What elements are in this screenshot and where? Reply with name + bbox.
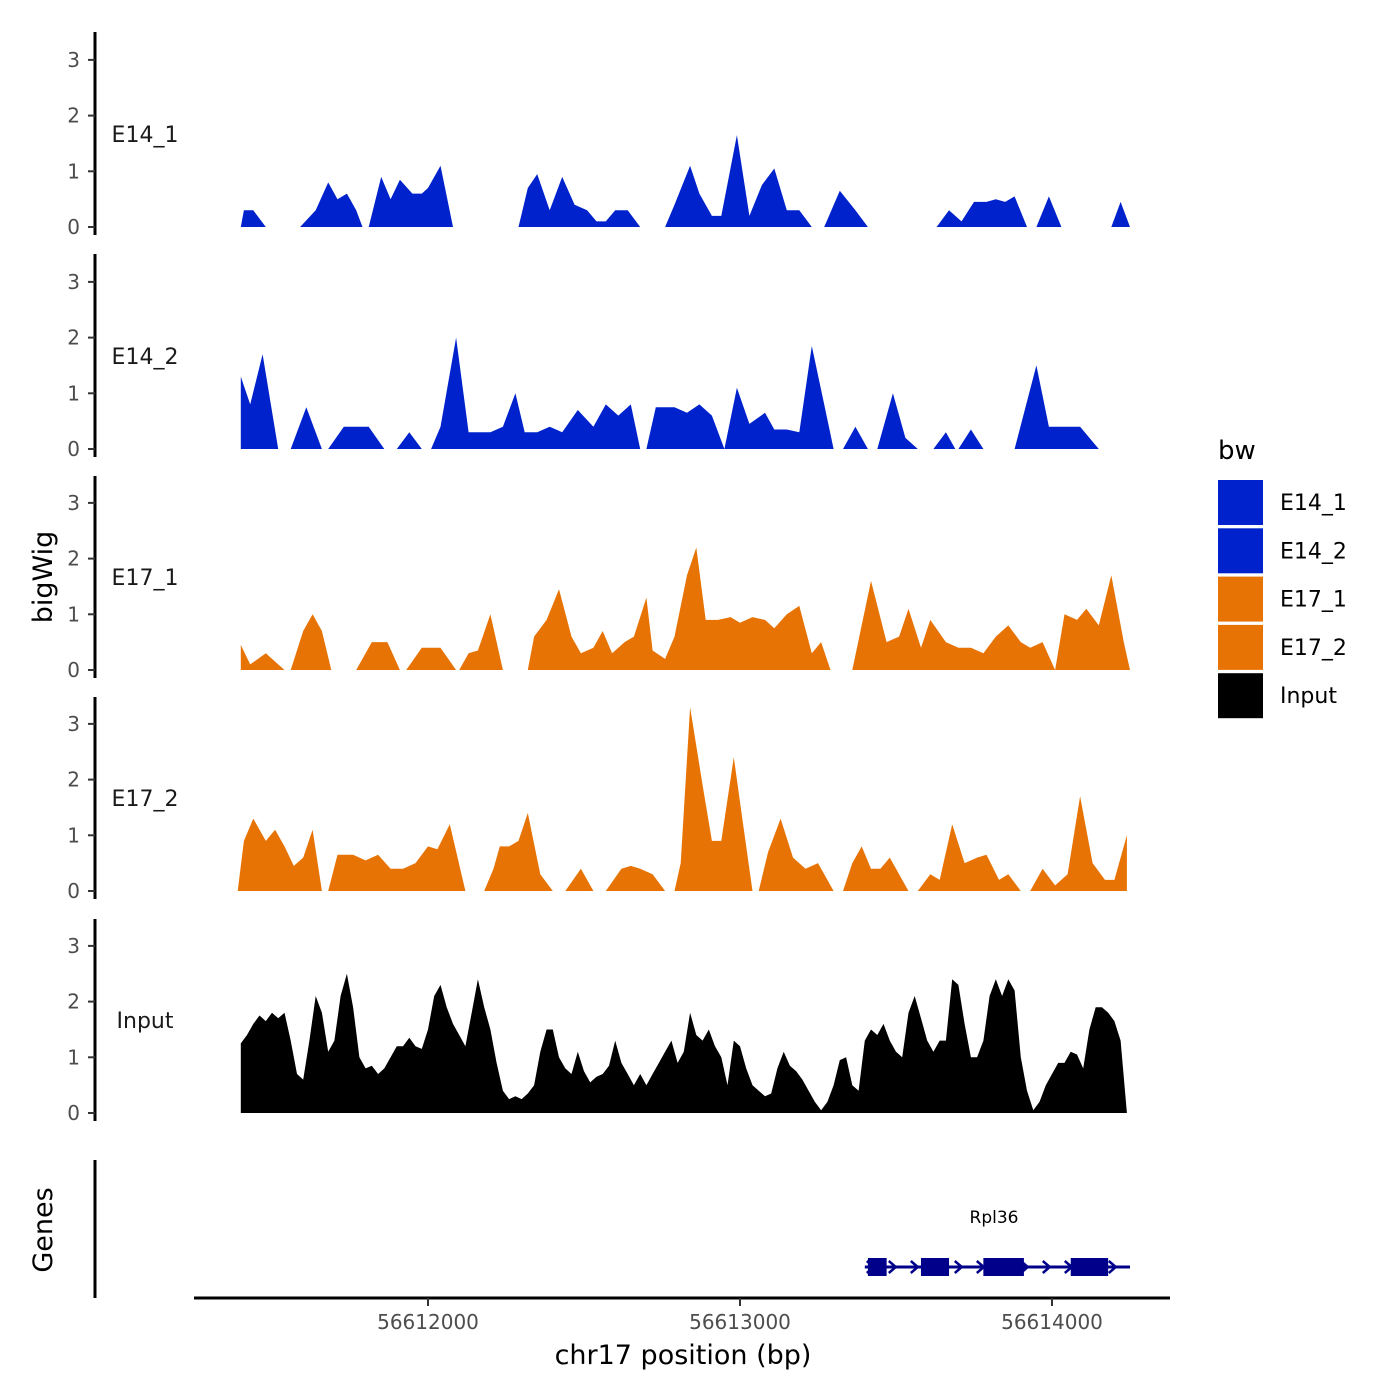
track-label: E14_2 [112,345,179,370]
gene-Rpl36: Rpl36 [864,1208,1130,1276]
signal-area-E14_2 [240,337,1099,449]
y-tick-label: 0 [67,879,80,903]
y-tick-label: 0 [67,437,80,461]
exon [920,1258,950,1276]
legend: bw E14_1 E14_2 E17_1 E17_2 Input [1218,436,1347,719]
track-label: E17_1 [112,566,179,591]
y-tick-label: 2 [67,768,80,792]
y-tick-label: 3 [67,934,80,958]
y-tick-label: 1 [67,1045,80,1069]
signal-area-E14_1 [240,135,1131,227]
strand-arrow [1107,1260,1118,1274]
exon [1070,1258,1109,1276]
y-tick-label: 3 [67,491,80,515]
genes-panel: Rpl36 [93,1160,1130,1298]
x-tick-label: 56614000 [1001,1310,1103,1334]
legend-label: E17_1 [1280,588,1347,613]
track-E14_1: 0 1 2 3 E14_1 [67,32,1131,239]
track-label: Input [117,1009,174,1034]
x-axis: 56612000 56613000 56614000 [194,1296,1170,1334]
x-tick-label: 56612000 [377,1310,479,1334]
gene-label: Rpl36 [970,1208,1019,1228]
exon [983,1258,1024,1276]
y-axis-title: bigWig [28,531,59,624]
y-tick-label: 2 [67,547,80,571]
track-Input: 0 1 2 3 Input [67,919,1127,1125]
y-tick-label: 2 [67,326,80,350]
y-tick-label: 3 [67,270,80,294]
legend-label: E17_2 [1280,636,1347,661]
y-tick-label: 0 [67,215,80,239]
y-tick-label: 3 [67,712,80,736]
legend-label: Input [1280,684,1337,709]
strand-arrow [887,1260,898,1274]
track-label: E14_1 [112,123,179,148]
legend-swatch-E14_1 [1218,480,1263,525]
signal-area-E17_1 [240,547,1131,670]
track-E17_2: 0 1 2 3 E17_2 [67,697,1127,903]
legend-title: bw [1218,436,1256,466]
x-axis-title: chr17 position (bp) [555,1340,812,1371]
legend-swatch-E14_2 [1218,528,1263,574]
strand-arrow [1041,1260,1052,1274]
y-tick-label: 2 [67,104,80,128]
track-E17_1: 0 1 2 3 E17_1 [67,476,1131,682]
y-tick-label: 1 [67,159,80,183]
y-tick-label: 0 [67,1101,80,1125]
strand-arrow [953,1260,964,1274]
legend-swatch-E17_1 [1218,576,1263,622]
legend-swatch-Input [1218,673,1263,719]
track-label: E17_2 [112,787,179,812]
signal-area-E17_2 [237,707,1127,891]
y-tick-label: 2 [67,990,80,1014]
x-tick-label: 56613000 [689,1310,791,1334]
exon [867,1258,887,1276]
strand-arrow [909,1260,920,1274]
legend-label: E14_1 [1280,491,1347,516]
track-E14_2: 0 1 2 3 E14_2 [67,254,1099,461]
y-tick-label: 1 [67,381,80,405]
signal-tracks: 0 1 2 3 E14_1 0 1 2 3 E14_2 0 1 2 3 E17_1 0 1 2 3 E17_2 0 1 2 3… [67,32,1131,1125]
y-tick-label: 3 [67,48,80,72]
y-tick-label: 1 [67,823,80,847]
genes-axis-title: Genes [28,1187,59,1272]
legend-swatch-E17_2 [1218,624,1263,670]
legend-label: E14_2 [1280,539,1347,564]
y-tick-label: 0 [67,658,80,682]
y-tick-label: 1 [67,602,80,626]
signal-area-Input [240,973,1127,1113]
